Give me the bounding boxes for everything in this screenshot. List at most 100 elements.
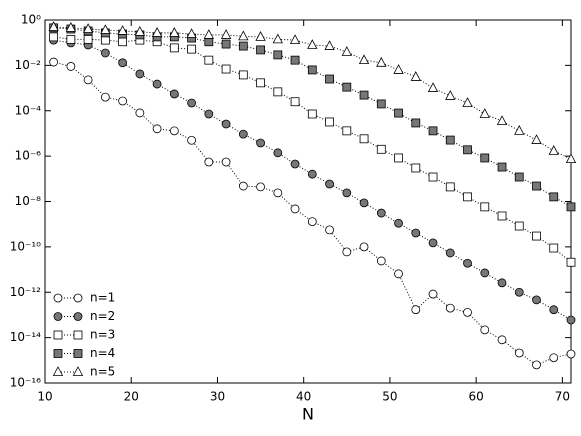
data-point	[289, 34, 301, 45]
data-point	[256, 45, 265, 55]
data-point	[463, 145, 472, 155]
x-tick-label: 20	[124, 390, 139, 404]
data-point	[514, 124, 525, 135]
series-line	[53, 39, 572, 321]
data-point	[325, 225, 334, 235]
data-point	[463, 192, 472, 202]
data-point	[134, 26, 146, 36]
data-point	[220, 29, 232, 39]
legend-marker	[53, 293, 63, 303]
data-point	[100, 48, 110, 58]
data-point	[480, 153, 490, 163]
data-point	[445, 182, 455, 192]
data-point	[445, 90, 456, 100]
data-point	[549, 192, 559, 202]
data-point	[152, 124, 162, 134]
data-point	[463, 307, 472, 317]
data-point	[256, 138, 265, 148]
data-point	[376, 56, 387, 67]
legend-marker	[73, 312, 83, 321]
y-tick-label: 10⁻²	[15, 58, 42, 72]
data-point	[410, 71, 421, 81]
legend-marker	[73, 293, 83, 303]
y-tick-label: 10⁻⁴	[15, 103, 42, 117]
data-point	[187, 135, 196, 145]
x-tick-label: 70	[555, 390, 570, 404]
data-point	[532, 181, 541, 191]
data-point	[290, 159, 300, 169]
data-point	[118, 58, 128, 68]
data-point	[204, 37, 214, 47]
data-point	[117, 25, 128, 35]
data-point	[290, 97, 300, 107]
data-point	[394, 269, 403, 279]
data-point	[221, 39, 231, 49]
data-point	[307, 109, 317, 119]
data-point	[480, 268, 490, 278]
legend-label: n=2	[90, 309, 115, 323]
y-tick-label: 10⁰	[21, 13, 41, 27]
data-point	[497, 162, 507, 172]
data-point	[307, 65, 317, 75]
data-point	[376, 256, 386, 266]
data-point	[479, 108, 490, 118]
data-point	[221, 157, 231, 167]
data-point	[342, 126, 352, 136]
legend-marker	[73, 330, 83, 340]
data-point	[480, 325, 490, 335]
data-point	[118, 96, 128, 106]
data-point	[135, 69, 145, 79]
data-point	[427, 82, 439, 92]
x-tick-label: 60	[469, 390, 484, 404]
legend-marker	[73, 349, 83, 358]
data-point	[273, 148, 283, 158]
data-point	[376, 99, 386, 109]
legend-label: n=3	[90, 328, 115, 342]
x-tick-label: 50	[382, 390, 397, 404]
data-point	[290, 204, 300, 214]
data-point	[48, 21, 59, 31]
data-point	[359, 134, 369, 144]
legend-marker	[53, 312, 63, 321]
legend-marker	[72, 366, 84, 376]
data-point	[256, 78, 265, 88]
data-point	[566, 257, 576, 267]
x-axis-label: N	[302, 405, 314, 424]
data-point	[307, 169, 317, 179]
data-point	[203, 29, 215, 39]
series-line	[53, 61, 572, 366]
data-point	[83, 75, 93, 85]
data-point	[204, 157, 214, 167]
data-point	[100, 35, 110, 45]
legend-label: n=5	[90, 365, 115, 379]
data-point	[394, 153, 403, 163]
y-tick-label: 10⁻¹⁶	[10, 376, 41, 390]
data-point	[514, 172, 524, 182]
data-point	[238, 70, 248, 80]
data-point	[204, 55, 214, 65]
data-point	[428, 289, 438, 299]
data-point	[463, 258, 472, 268]
data-point	[497, 211, 507, 221]
data-point	[359, 198, 369, 208]
data-point	[411, 118, 421, 128]
data-point	[221, 119, 231, 129]
data-point	[187, 98, 196, 108]
data-point	[273, 87, 283, 97]
data-point	[238, 41, 248, 51]
legend-marker	[53, 349, 63, 358]
legend-label: n=4	[90, 346, 115, 360]
data-point	[325, 179, 334, 189]
data-point	[359, 90, 369, 100]
data-point	[376, 208, 386, 218]
data-point	[549, 305, 559, 315]
data-point	[566, 315, 576, 325]
data-point	[83, 34, 93, 44]
data-point	[428, 172, 438, 182]
x-tick-label: 10	[37, 390, 52, 404]
plot-frame	[44, 19, 572, 384]
data-point	[428, 126, 438, 136]
data-point	[532, 231, 541, 241]
y-tick-label: 10⁻¹⁰	[10, 239, 41, 253]
y-tick-label: 10⁻⁸	[15, 194, 42, 208]
